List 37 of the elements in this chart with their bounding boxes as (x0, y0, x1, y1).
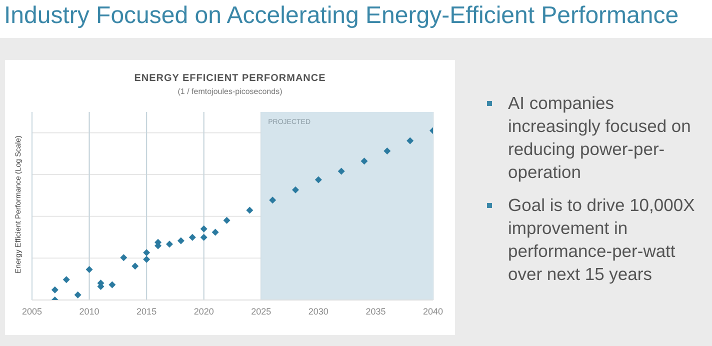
point (246, 206, 254, 214)
text: AI companies increasingly focused on reducing power-per-operation (507, 92, 692, 184)
point (188, 234, 196, 241)
point (166, 240, 173, 248)
point (62, 276, 70, 284)
point (200, 234, 208, 241)
point (384, 147, 391, 154)
x-tick-label: 2005 (22, 306, 42, 316)
x-tick-label: 2015 (136, 306, 157, 316)
x-tick-label: 2035 (366, 306, 386, 316)
point (143, 249, 150, 256)
point (292, 186, 300, 194)
point (74, 291, 82, 298)
point (86, 266, 93, 274)
text: Goal is to drive 10,000X improvement in performance-per-watt over next 15 years (507, 194, 696, 286)
point (360, 158, 368, 165)
point (212, 228, 219, 236)
chart-subtitle: (1 / femtojoules-picoseconds) (176, 87, 284, 96)
point (406, 137, 414, 144)
point (223, 216, 230, 224)
point (51, 286, 58, 294)
point (120, 254, 128, 262)
point (314, 176, 322, 184)
chart-title: ENERGY EFFICIENT PERFORMANCE (133, 73, 327, 84)
text: Industry Focused on Accelerating Energy-Efficient Performance (4, 2, 679, 30)
point (132, 262, 139, 270)
point (338, 168, 345, 175)
x-tick-label: 2040 (422, 306, 444, 316)
point (269, 196, 276, 204)
x-tick-label: 2020 (194, 306, 214, 316)
x-tick-label: 2025 (251, 306, 272, 316)
point (200, 225, 208, 232)
x-tick-label: 2010 (79, 306, 100, 316)
point (177, 237, 184, 244)
point (143, 256, 150, 263)
x-tick-label: 2030 (308, 306, 328, 316)
point (108, 281, 116, 288)
